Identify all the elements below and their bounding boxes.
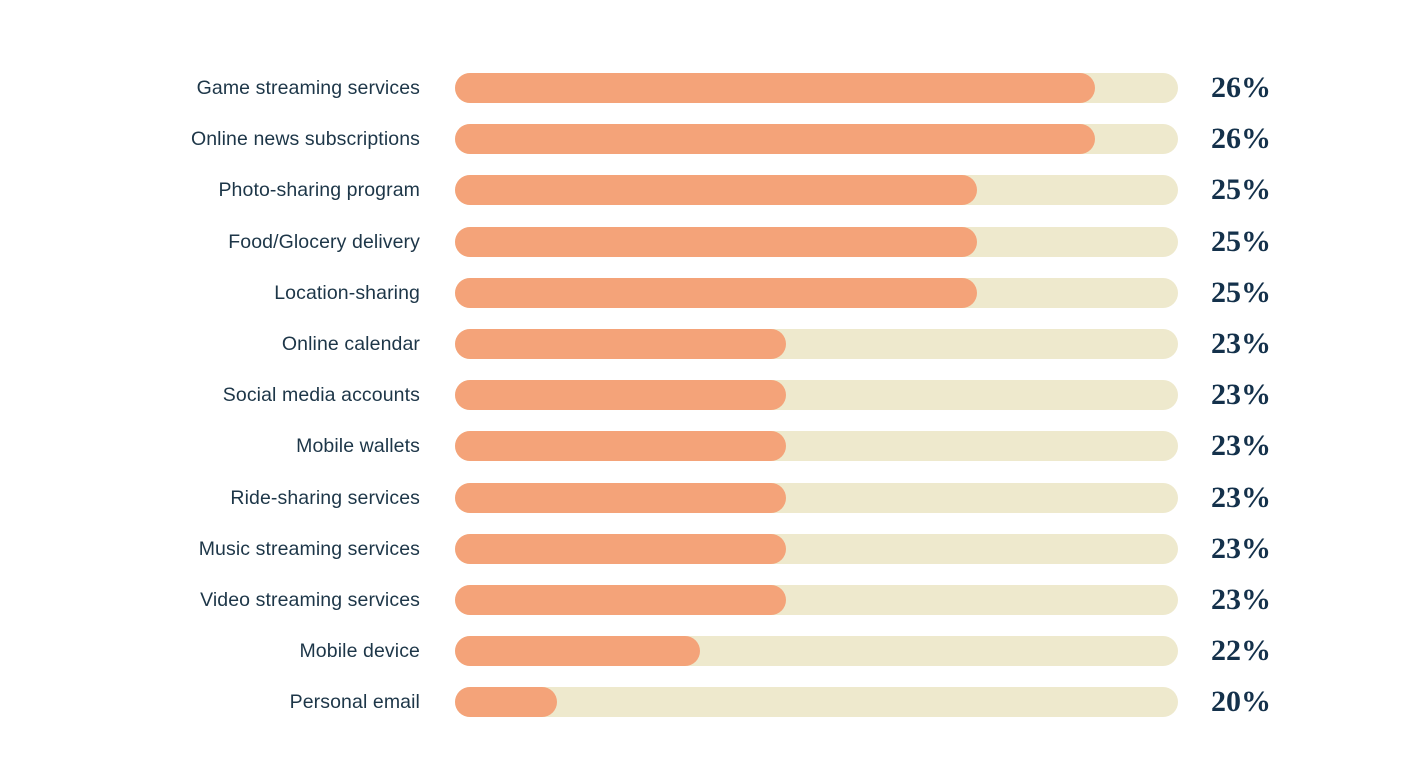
category-label: Video streaming services	[200, 588, 420, 611]
category-label: Social media accounts	[222, 384, 420, 407]
category-label: Personal email	[289, 691, 420, 714]
bar-track	[455, 328, 1178, 359]
value-label: 23%	[1211, 480, 1271, 514]
chart-row: Personal email 20%	[0, 685, 1271, 719]
bar-fill	[455, 277, 977, 308]
value-label: 25%	[1211, 224, 1271, 258]
chart-row: Ride-sharing services 23%	[0, 480, 1271, 514]
category-label: Music streaming services	[198, 537, 420, 560]
bar-track	[455, 175, 1178, 206]
bar-fill	[455, 124, 1095, 155]
bar-track	[455, 431, 1178, 462]
value-label: 22%	[1211, 634, 1271, 668]
bar-track	[455, 73, 1178, 103]
category-label: Online news subscriptions	[190, 128, 420, 151]
bar-fill	[455, 73, 1095, 103]
value-label: 23%	[1211, 582, 1271, 616]
bar-fill	[455, 533, 787, 564]
chart-row: Online news subscriptions 26%	[0, 122, 1271, 156]
value-label: 23%	[1211, 378, 1271, 412]
value-label: 26%	[1211, 122, 1271, 156]
bar-track	[455, 687, 1178, 718]
bar-fill	[455, 328, 787, 359]
bar-track	[455, 277, 1178, 308]
category-label: Food/Glocery delivery	[228, 230, 420, 253]
bar-fill	[455, 226, 977, 257]
value-label: 25%	[1211, 275, 1271, 309]
value-label: 26%	[1211, 71, 1271, 104]
chart-row: Mobile wallets 23%	[0, 429, 1271, 463]
bar-track	[455, 584, 1178, 615]
bar-track	[455, 636, 1178, 667]
category-label: Location-sharing	[274, 281, 420, 304]
value-label: 23%	[1211, 531, 1271, 565]
value-label: 23%	[1211, 326, 1271, 360]
chart-row: Music streaming services 23%	[0, 531, 1271, 565]
bar-fill	[455, 380, 787, 411]
horizontal-bar-chart: Game streaming services 26% Online news …	[0, 73, 1271, 738]
category-label: Online calendar	[281, 332, 420, 355]
bar-fill	[455, 431, 787, 462]
value-label: 25%	[1211, 173, 1271, 207]
category-label: Ride-sharing services	[230, 486, 420, 509]
category-label: Mobile wallets	[296, 435, 420, 458]
category-label: Mobile device	[299, 640, 420, 663]
chart-row: Online calendar 23%	[0, 326, 1271, 360]
chart-row: Mobile device 22%	[0, 634, 1271, 668]
bar-fill	[455, 482, 787, 513]
bar-fill	[455, 584, 787, 615]
bar-track	[455, 226, 1178, 257]
chart-row: Social media accounts 23%	[0, 378, 1271, 412]
chart-row: Photo-sharing program 25%	[0, 173, 1271, 207]
bar-track	[455, 380, 1178, 411]
bar-track	[455, 533, 1178, 564]
category-label: Photo-sharing program	[218, 179, 420, 202]
chart-row: Game streaming services 26%	[0, 73, 1271, 103]
category-label: Game streaming services	[196, 77, 420, 99]
bar-fill	[455, 636, 701, 667]
value-label: 23%	[1211, 429, 1271, 463]
chart-row: Location-sharing 25%	[0, 275, 1271, 309]
value-label: 20%	[1211, 685, 1271, 719]
bar-track	[455, 124, 1178, 155]
bar-fill	[455, 687, 557, 718]
bar-fill	[455, 175, 977, 206]
bar-track	[455, 482, 1178, 513]
chart-row: Video streaming services 23%	[0, 582, 1271, 616]
chart-row: Food/Glocery delivery 25%	[0, 224, 1271, 258]
